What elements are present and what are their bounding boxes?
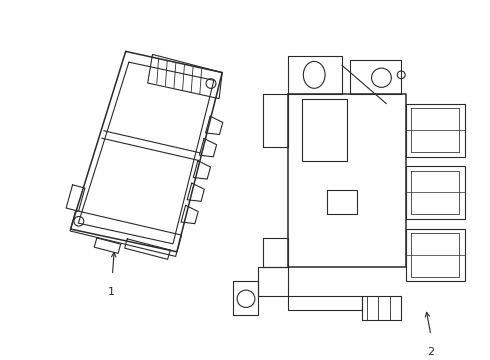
Text: 2: 2 [427, 347, 435, 357]
Text: 1: 1 [108, 287, 115, 297]
